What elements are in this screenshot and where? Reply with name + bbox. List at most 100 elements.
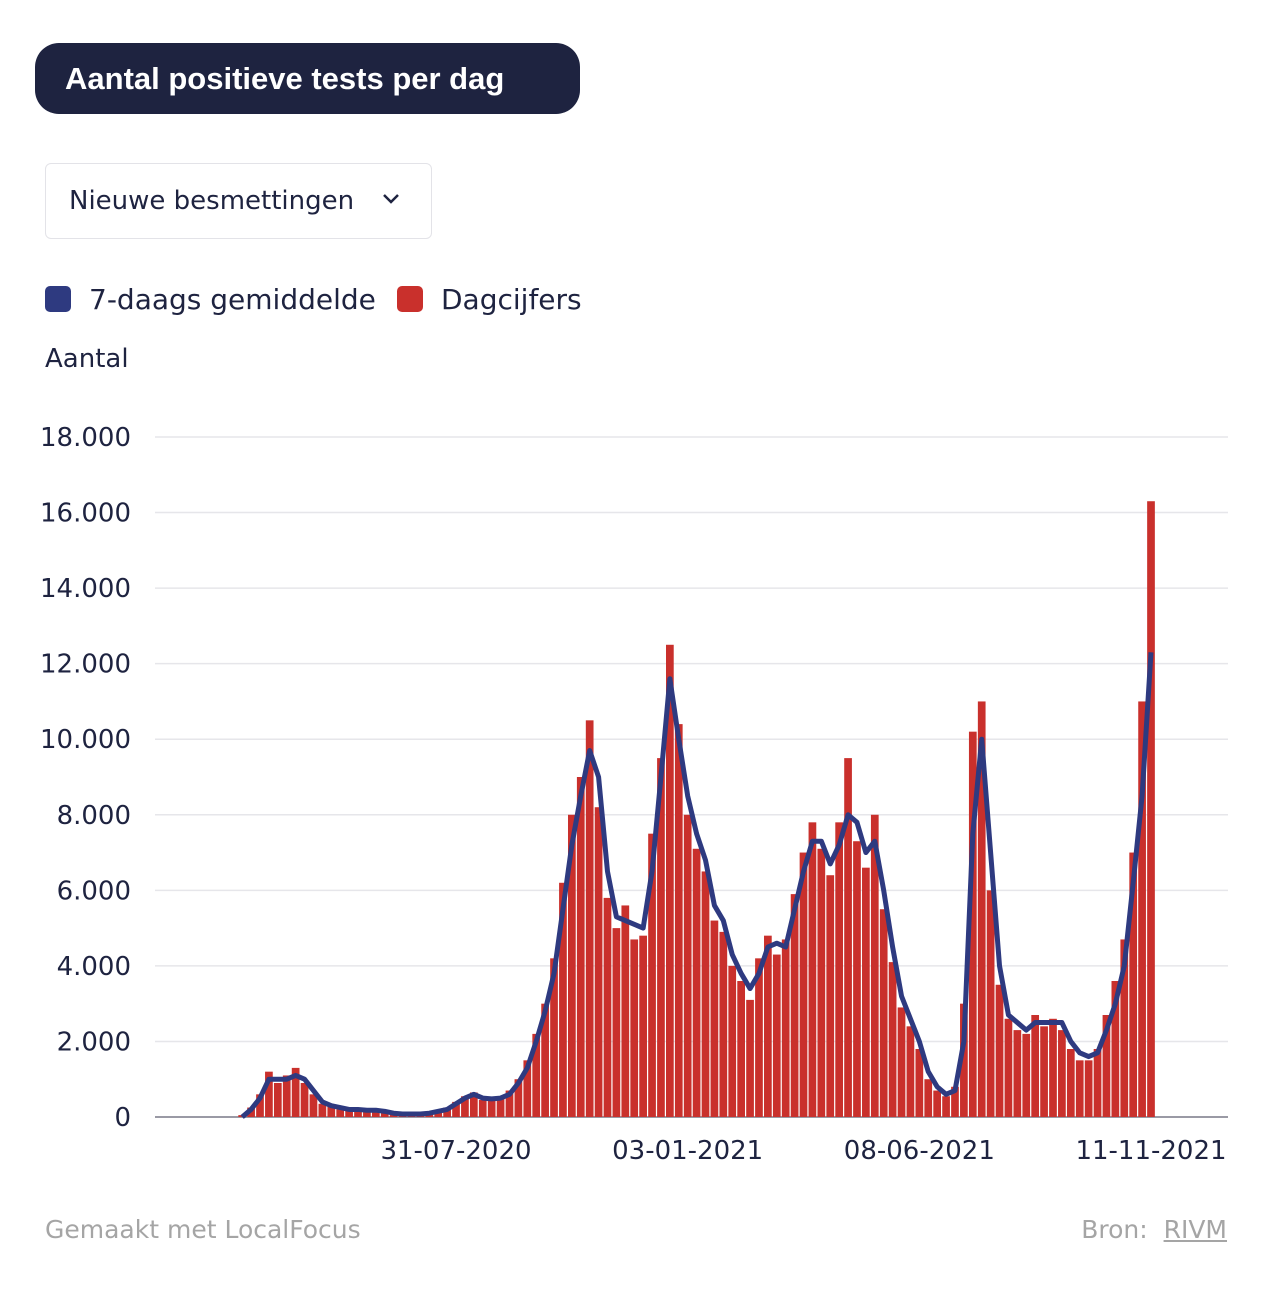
y-tick-label: 12.000: [40, 650, 131, 680]
bar: [1031, 1015, 1040, 1117]
bar: [692, 848, 701, 1117]
bar: [416, 1113, 425, 1117]
bar: [942, 1096, 950, 1117]
bar: [576, 777, 585, 1117]
bar: [1147, 501, 1155, 1117]
bar: [1084, 1060, 1093, 1117]
bar: [300, 1083, 309, 1117]
bar: [380, 1112, 389, 1117]
bar: [1040, 1026, 1048, 1117]
bar: [541, 1003, 549, 1117]
bar: [1022, 1033, 1031, 1117]
chart-title: Aantal positieve tests per dag: [35, 43, 580, 114]
bar: [986, 890, 995, 1117]
bar: [256, 1094, 264, 1117]
y-tick-label: 14.000: [40, 574, 131, 604]
legend-label: 7-daags gemiddelde: [89, 283, 376, 316]
y-tick-label: 16.000: [40, 499, 131, 529]
bar: [879, 909, 888, 1117]
bar: [496, 1096, 505, 1117]
bar: [1102, 1015, 1111, 1117]
bar: [1138, 701, 1146, 1117]
bar: [523, 1060, 532, 1117]
y-tick-label: 18.000: [40, 423, 131, 453]
footer-source: Bron: RIVM: [1081, 1215, 1227, 1244]
bar: [345, 1109, 353, 1117]
bar: [550, 958, 558, 1117]
bar: [862, 867, 870, 1117]
bar: [710, 920, 719, 1117]
bar: [639, 935, 647, 1117]
bar: [363, 1111, 371, 1117]
bar: [398, 1114, 407, 1117]
bar: [870, 814, 879, 1117]
y-tick-label: 0: [114, 1103, 131, 1133]
bar: [951, 1086, 959, 1117]
bar: [1093, 1049, 1102, 1117]
bar: [594, 807, 603, 1117]
y-tick-label: 10.000: [40, 725, 131, 755]
bar: [817, 848, 826, 1117]
bar: [425, 1112, 434, 1117]
bar: [469, 1092, 478, 1117]
bar: [995, 984, 1004, 1117]
bar: [487, 1098, 496, 1117]
y-tick-label: 6.000: [57, 876, 131, 906]
bar: [648, 833, 656, 1117]
bar: [238, 1115, 247, 1117]
bar: [826, 875, 835, 1117]
y-tick-label: 2.000: [57, 1027, 131, 1057]
bar: [977, 701, 986, 1117]
dropdown-label: Nieuwe besmettingen: [69, 186, 355, 216]
source-label: Bron:: [1081, 1215, 1148, 1244]
bar: [407, 1113, 416, 1117]
y-tick-label: 4.000: [57, 952, 131, 982]
bar: [371, 1109, 380, 1117]
chevron: [383, 194, 399, 204]
bar: [567, 814, 576, 1117]
bar: [461, 1096, 469, 1117]
bar: [737, 981, 745, 1117]
bar: [799, 852, 808, 1117]
bar: [1120, 939, 1129, 1117]
bar: [443, 1107, 451, 1117]
legend-item: 7-daags gemiddelde: [45, 283, 376, 317]
bar: [612, 928, 621, 1117]
bar: [933, 1090, 942, 1117]
bar: [968, 731, 977, 1117]
y-axis-label: Aantal: [45, 344, 129, 374]
bar: [915, 1049, 924, 1117]
legend-swatch: [45, 286, 71, 312]
y-tick-label: 8.000: [57, 801, 131, 831]
bar: [790, 894, 799, 1117]
x-tick-label: 08-06-2021: [844, 1136, 995, 1166]
bar: [719, 931, 728, 1117]
x-tick-label: 11-11-2021: [1075, 1136, 1226, 1166]
bar: [318, 1103, 327, 1117]
legend-item: Dagcijfers: [397, 283, 582, 317]
bar: [265, 1071, 273, 1117]
bar: [559, 882, 567, 1117]
bar: [434, 1110, 443, 1117]
bar: [247, 1107, 255, 1117]
bar: [1013, 1030, 1022, 1117]
source-link[interactable]: RIVM: [1163, 1215, 1227, 1244]
bar: [728, 965, 737, 1117]
bar: [452, 1101, 460, 1117]
bar: [906, 1026, 915, 1117]
bar: [1129, 852, 1138, 1117]
bar: [746, 999, 754, 1117]
bar: [1058, 1030, 1066, 1117]
bar: [1111, 981, 1120, 1117]
bar: [674, 724, 683, 1117]
bar: [1066, 1049, 1075, 1117]
bar: [808, 822, 817, 1117]
dropdown[interactable]: Nieuwe besmettingen: [45, 163, 432, 239]
bar: [282, 1075, 291, 1117]
x-tick-label: 31-07-2020: [380, 1136, 531, 1166]
bar: [621, 905, 630, 1117]
bar: [960, 1003, 968, 1117]
line: [240, 652, 1154, 1119]
bar: [309, 1094, 318, 1117]
